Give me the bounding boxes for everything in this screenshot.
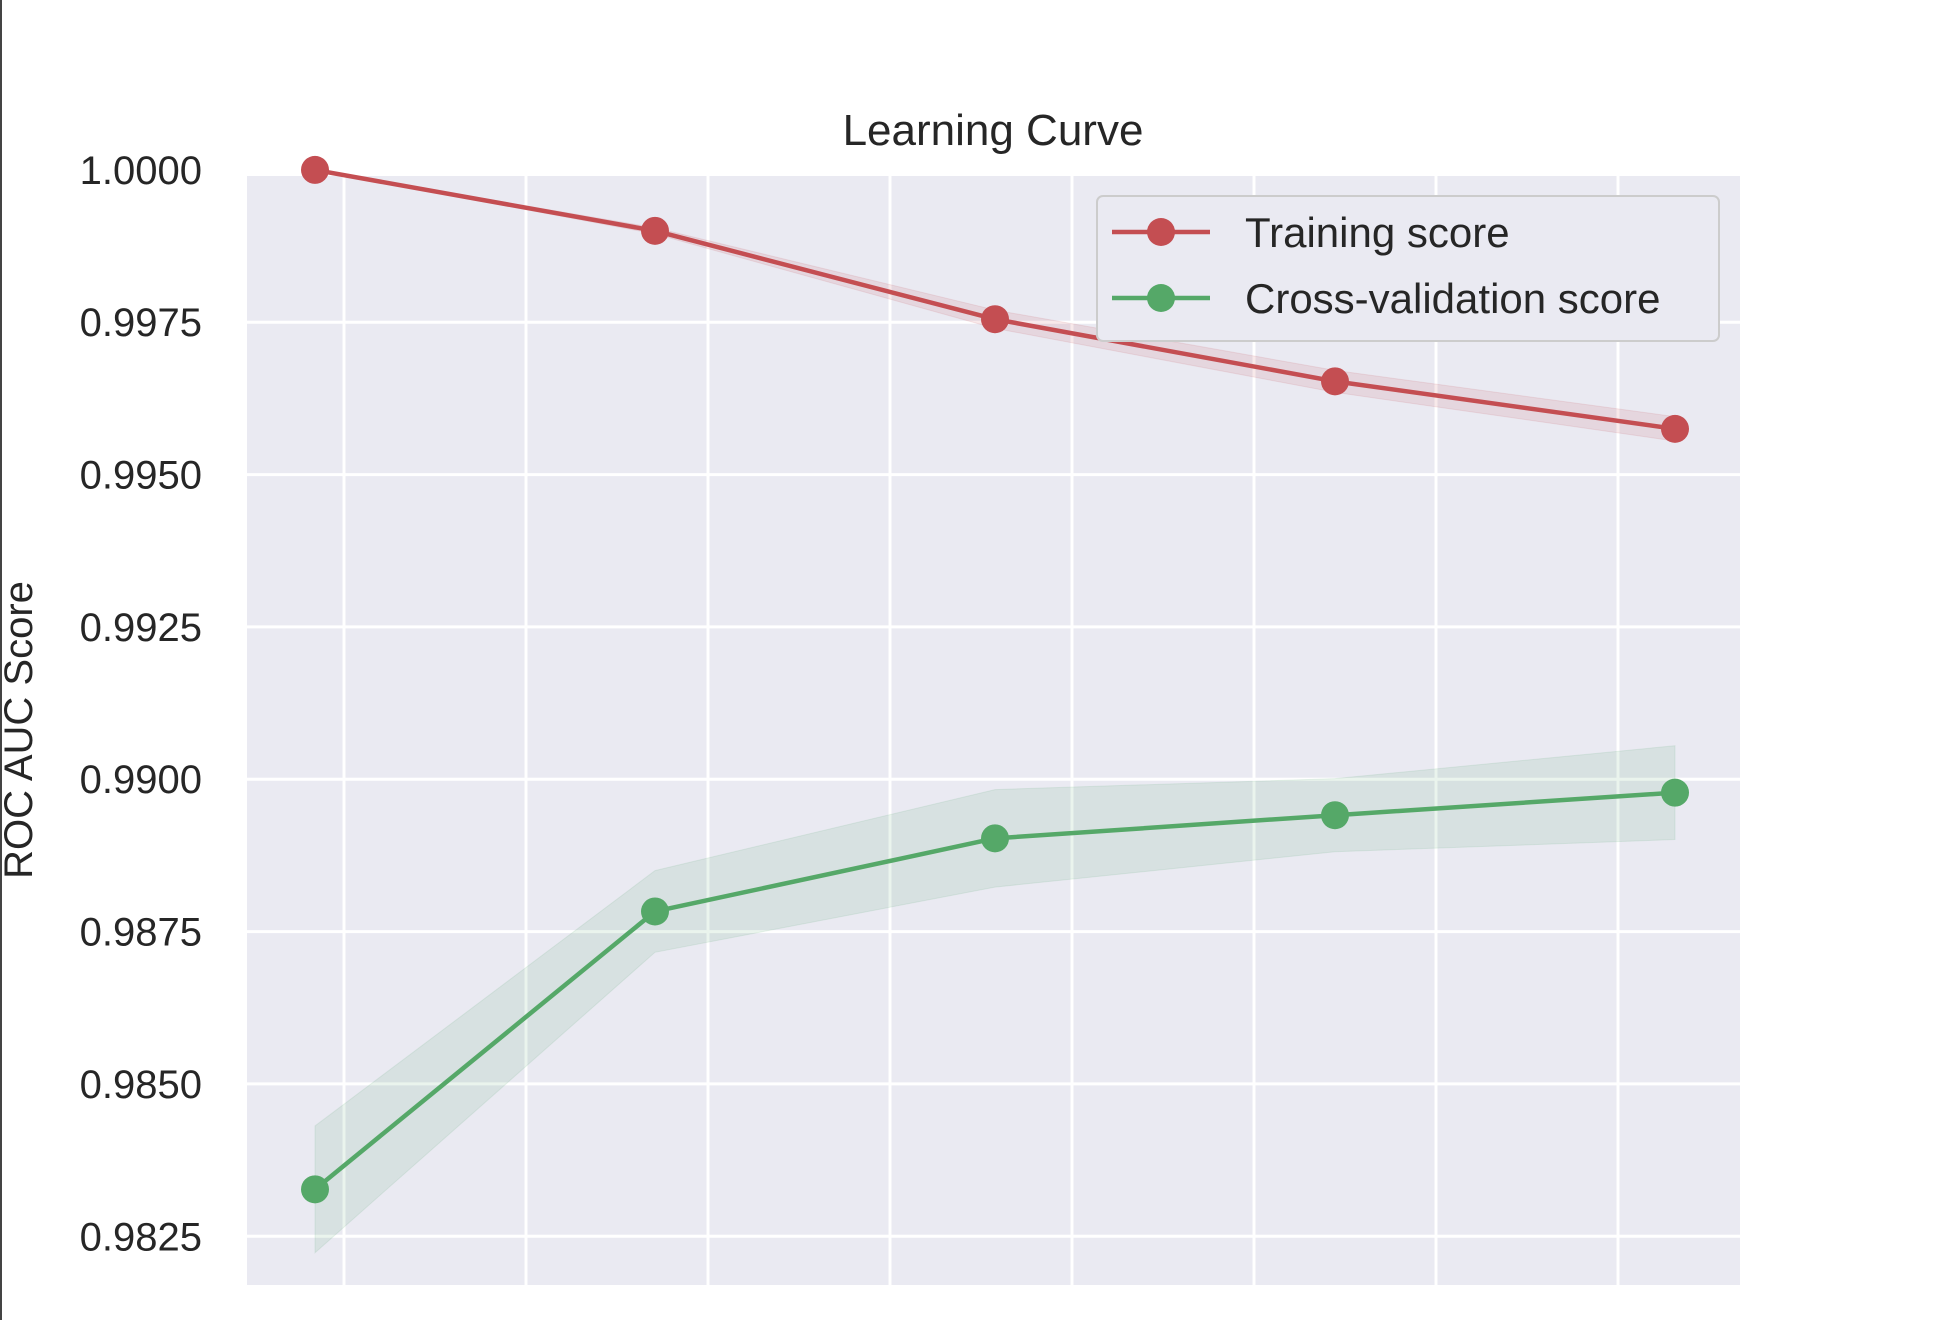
cross-validation-point <box>981 824 1009 853</box>
training-point <box>981 305 1009 334</box>
training-point <box>1321 367 1349 396</box>
plot-area <box>247 176 1740 1285</box>
y-tick-labels: 0.9825 0.9850 0.9875 0.9900 0.9925 0.9950 0.99… <box>80 149 202 1259</box>
cross-validation-point <box>1321 801 1349 830</box>
training-point <box>1661 414 1689 443</box>
y-tick-label: 0.9900 <box>80 758 202 802</box>
legend: Training score Cross-validation score <box>1096 195 1720 342</box>
legend-box <box>1096 195 1720 342</box>
y-tick-label: 0.9850 <box>80 1063 202 1107</box>
y-tick-label: 0.9925 <box>80 606 202 650</box>
series-points <box>301 155 1689 1204</box>
legend-training-marker <box>1147 218 1175 246</box>
legend-cross-validation-marker <box>1147 284 1175 312</box>
cross-validation-point <box>641 897 669 926</box>
y-tick-label: 0.9975 <box>80 301 202 345</box>
training-point <box>301 155 329 184</box>
cross-validation-band <box>314 745 1676 1254</box>
y-tick-label: 1.0000 <box>80 149 202 193</box>
cross-validation-point <box>1661 778 1689 807</box>
chart-title: Learning Curve <box>843 106 1144 155</box>
y-tick-label: 0.9875 <box>80 911 202 955</box>
cross-validation-point <box>301 1175 329 1204</box>
y-tick-label: 0.9825 <box>80 1215 202 1259</box>
training-point <box>641 216 669 245</box>
grid <box>247 168 1802 1285</box>
y-tick-label: 0.9950 <box>80 454 202 498</box>
legend-training-label: Training score <box>1245 209 1510 256</box>
y-axis-label: ROC AUC Score <box>2 581 41 879</box>
legend-cross-validation-label: Cross-validation score <box>1245 275 1661 322</box>
